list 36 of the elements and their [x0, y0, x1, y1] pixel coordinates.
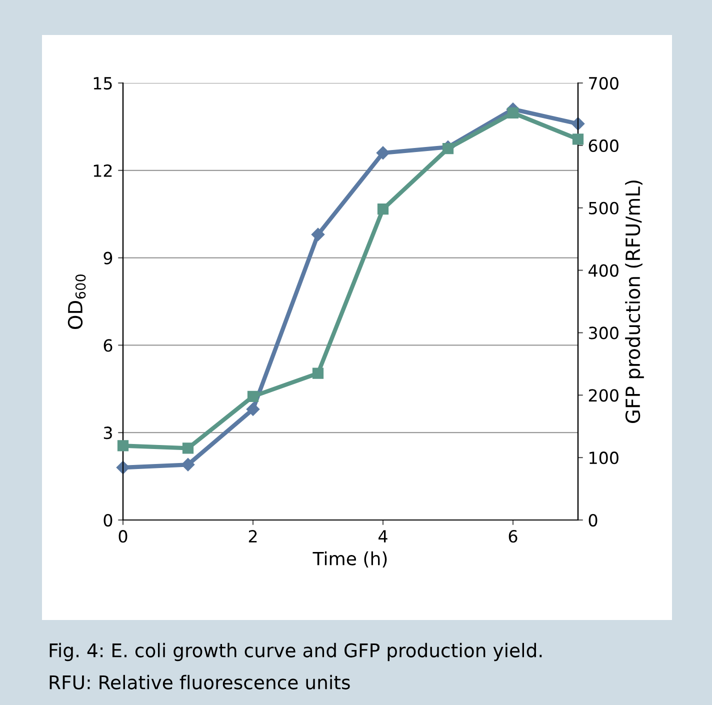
y2-tick-label: 500	[589, 202, 618, 214]
point	[572, 134, 584, 145]
x-axis-title: Time (h)	[312, 551, 387, 568]
y-tick-label: 15	[94, 77, 112, 90]
point	[312, 368, 324, 379]
y-tick-label: 3	[104, 426, 112, 440]
point	[117, 440, 129, 452]
y2-tick-label: 100	[590, 452, 618, 464]
y-axis-title: OD$_{600}$	[68, 274, 86, 329]
y2-tick-label: 200	[588, 389, 618, 402]
point	[246, 402, 260, 416]
y2-tick-label: 400	[588, 264, 618, 277]
y2-tick-label: 600	[588, 139, 618, 152]
y-tick-label: 6	[104, 339, 112, 352]
x-tick-label: 0	[118, 530, 128, 543]
point	[377, 204, 389, 215]
y2-tick-label: 0	[588, 514, 598, 527]
point	[571, 117, 585, 130]
text: RFU: Relative fluorescence units	[50, 674, 350, 690]
y-tick-label: 12	[94, 164, 112, 177]
y-tick-label: 9	[104, 252, 112, 264]
y2-tick-label: 300	[588, 326, 618, 340]
x-tick-label: 4	[378, 530, 388, 542]
point	[247, 390, 259, 402]
x-tick-label: 2	[248, 530, 257, 542]
point	[442, 142, 454, 154]
x-tick-label: 6	[508, 530, 518, 543]
point	[376, 146, 390, 160]
y2-axis-title: GFP production (RFU/mL)	[625, 180, 644, 423]
text: Fig. 4: E. coli growth curve and GFP production yield.	[50, 642, 542, 662]
y-tick-label: 0	[104, 514, 112, 527]
point	[181, 458, 195, 472]
point	[507, 107, 519, 119]
point	[182, 442, 194, 454]
y2-tick-label: 700	[589, 76, 618, 90]
point	[311, 228, 325, 242]
